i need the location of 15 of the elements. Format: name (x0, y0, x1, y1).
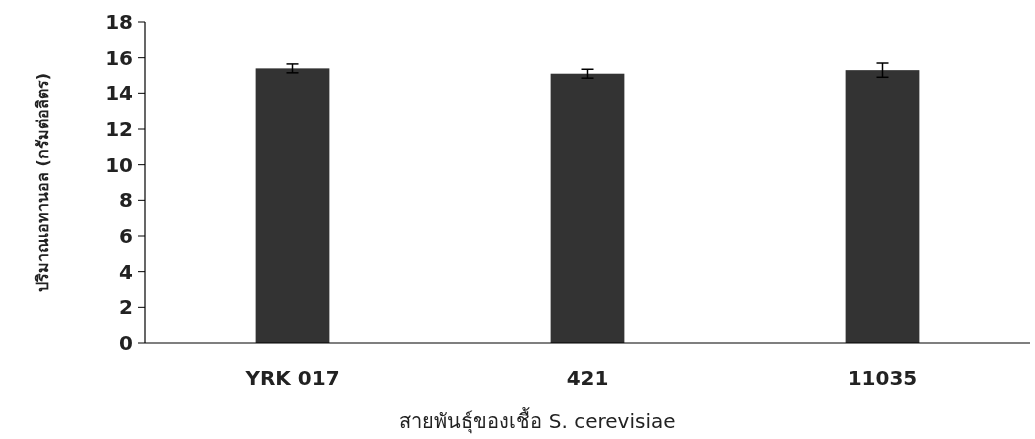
y-tick-label: 10 (105, 152, 133, 177)
y-tick-label: 6 (119, 224, 133, 248)
x-tick-label: 421 (566, 366, 609, 390)
y-tick-label: 2 (119, 295, 133, 320)
x-axis-title: สายพันธุ์ของเชื้อ S. cerevisiae (399, 407, 676, 434)
x-tick-label: 11035 (847, 366, 918, 390)
y-tick-label: 4 (119, 259, 133, 284)
y-tick-label: 14 (105, 81, 133, 106)
y-axis-title: ปริมาณเอทานอล (กรัมต่อลิตร) (33, 72, 52, 293)
y-tick-label: 8 (119, 188, 133, 213)
y-tick-label: 0 (119, 331, 133, 355)
x-tick-label: YRK 017 (244, 366, 340, 390)
y-tick-label: 12 (105, 117, 133, 141)
y-tick-label: 16 (105, 45, 133, 70)
y-tick-label: 18 (105, 10, 133, 34)
